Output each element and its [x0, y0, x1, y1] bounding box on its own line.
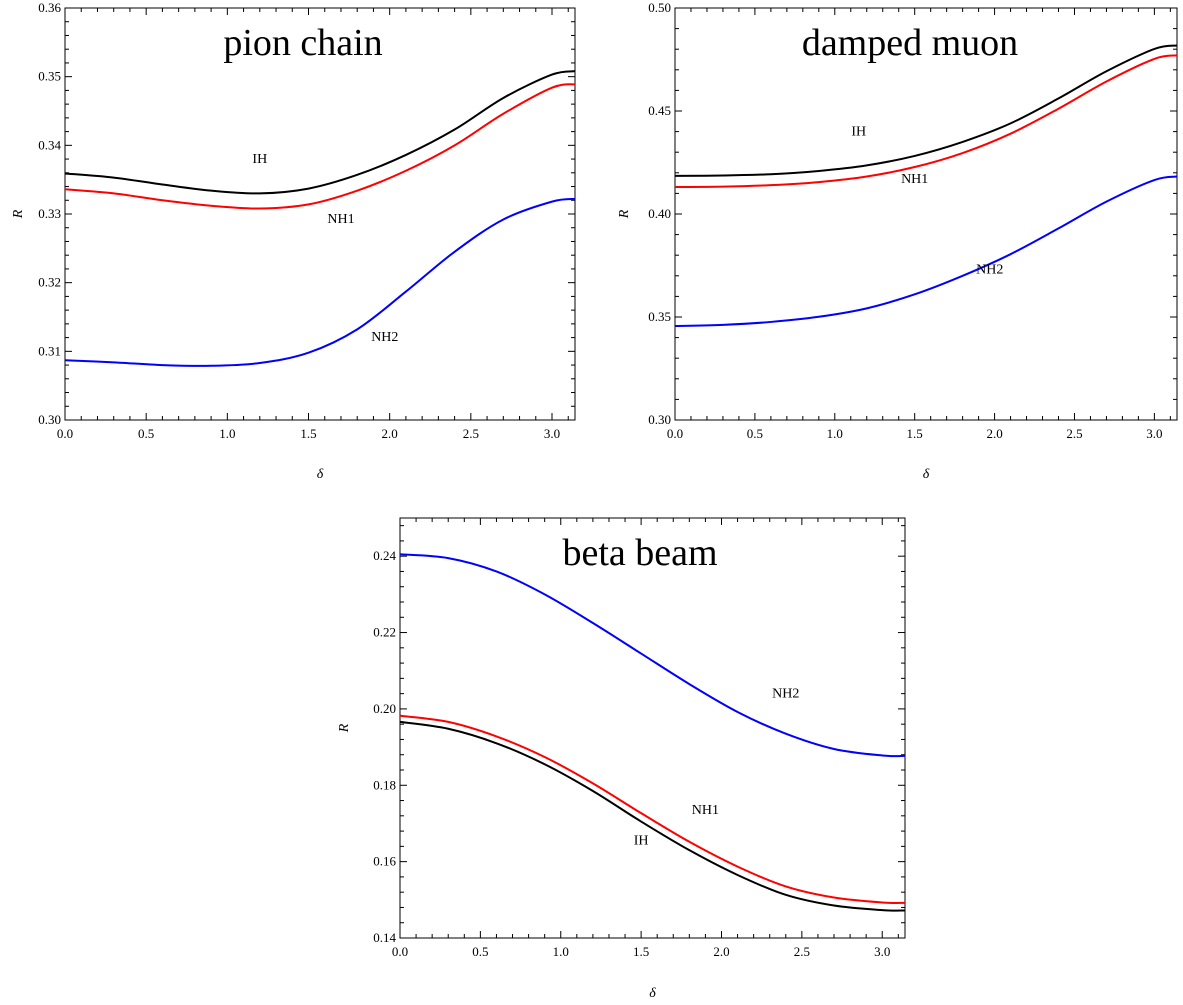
- y-tick-label: 0.16: [373, 854, 396, 869]
- plot-frame: [674, 7, 1178, 421]
- x-axis-label: δ: [923, 467, 930, 482]
- x-tick-label: 2.5: [1066, 426, 1082, 441]
- y-tick-label: 0.45: [648, 103, 671, 118]
- x-tick-label: 1.5: [300, 426, 316, 441]
- x-tick-label: 2.0: [986, 426, 1002, 441]
- x-tick-label: 0.5: [747, 426, 763, 441]
- series-line-ih: [674, 44, 1178, 177]
- curve-label-nh2: NH2: [772, 686, 799, 701]
- y-tick-label: 0.24: [373, 548, 396, 563]
- y-axis-label: R: [337, 723, 352, 733]
- y-tick-label: 0.18: [373, 777, 396, 792]
- plot-frame: [64, 7, 576, 421]
- x-tick-label: 2.0: [713, 944, 729, 959]
- x-tick-label: 1.5: [633, 944, 649, 959]
- y-axis-label: R: [617, 209, 632, 219]
- x-tick-label: 3.0: [874, 944, 890, 959]
- x-tick-label: 1.5: [907, 426, 923, 441]
- x-tick-label: 3.0: [1146, 426, 1162, 441]
- chart-panel-0: 0.0 0.5 1.0 1.5 2.0 2.5 3.0 0.30 0.31 0.32 0.33 0.3…: [11, 0, 576, 482]
- y-tick-label: 0.35: [38, 69, 61, 84]
- x-tick-label: 0.0: [667, 426, 683, 441]
- chart-title: beta beam: [562, 532, 717, 574]
- x-tick-label: 0.0: [392, 944, 408, 959]
- series-line-nh2: [64, 197, 576, 367]
- series-line-nh2: [399, 553, 906, 758]
- x-tick-label: 2.5: [794, 944, 810, 959]
- chart-title: pion chain: [223, 22, 382, 64]
- curve-label-ih: IH: [252, 152, 267, 167]
- chart-panel-1: 0.0 0.5 1.0 1.5 2.0 2.5 3.0 0.30 0.35 0.40 0.45 0.5…: [617, 0, 1178, 482]
- x-tick-label: 0.5: [472, 944, 488, 959]
- x-tick-label: 1.0: [827, 426, 843, 441]
- curve-label-nh2: NH2: [371, 330, 398, 345]
- x-tick-label: 2.5: [463, 426, 479, 441]
- series-line-ih: [399, 720, 906, 912]
- chart-panel-2: 0.0 0.5 1.0 1.5 2.0 2.5 3.0 0.14 0.16 0.18 0.20 0.2…: [337, 517, 906, 1001]
- curve-label-ih: IH: [851, 125, 866, 140]
- y-tick-label: 0.35: [648, 309, 671, 324]
- plot-frame: [399, 517, 906, 939]
- x-tick-label: 0.5: [138, 426, 154, 441]
- chart-title: damped muon: [802, 22, 1018, 64]
- series-line-nh1: [64, 83, 576, 210]
- y-tick-label: 0.30: [38, 412, 61, 427]
- y-tick-label: 0.50: [648, 0, 671, 15]
- series-line-ih: [64, 70, 576, 195]
- y-tick-label: 0.36: [38, 0, 61, 15]
- series-line-nh1: [399, 714, 906, 904]
- series-line-nh2: [674, 175, 1178, 328]
- x-tick-label: 1.0: [553, 944, 569, 959]
- series-line-nh1: [674, 54, 1178, 189]
- curve-label-nh1: NH1: [901, 172, 928, 187]
- y-tick-label: 0.40: [648, 206, 671, 221]
- y-tick-label: 0.33: [38, 206, 61, 221]
- curve-label-nh1: NH1: [692, 803, 719, 818]
- curve-label-nh2: NH2: [976, 263, 1003, 278]
- y-tick-label: 0.30: [648, 412, 671, 427]
- x-tick-label: 3.0: [544, 426, 560, 441]
- y-tick-label: 0.32: [38, 275, 61, 290]
- x-tick-label: 2.0: [382, 426, 398, 441]
- y-tick-label: 0.34: [38, 137, 61, 152]
- y-tick-label: 0.22: [373, 625, 396, 640]
- x-tick-label: 0.0: [57, 426, 73, 441]
- x-axis-label: δ: [317, 467, 324, 482]
- curve-label-nh1: NH1: [327, 212, 354, 227]
- curve-label-ih: IH: [634, 833, 649, 848]
- y-axis-label: R: [11, 209, 26, 219]
- x-axis-label: δ: [649, 986, 656, 1001]
- x-tick-label: 1.0: [219, 426, 235, 441]
- y-tick-label: 0.31: [38, 343, 61, 358]
- y-tick-label: 0.14: [373, 930, 396, 945]
- y-tick-label: 0.20: [373, 701, 396, 716]
